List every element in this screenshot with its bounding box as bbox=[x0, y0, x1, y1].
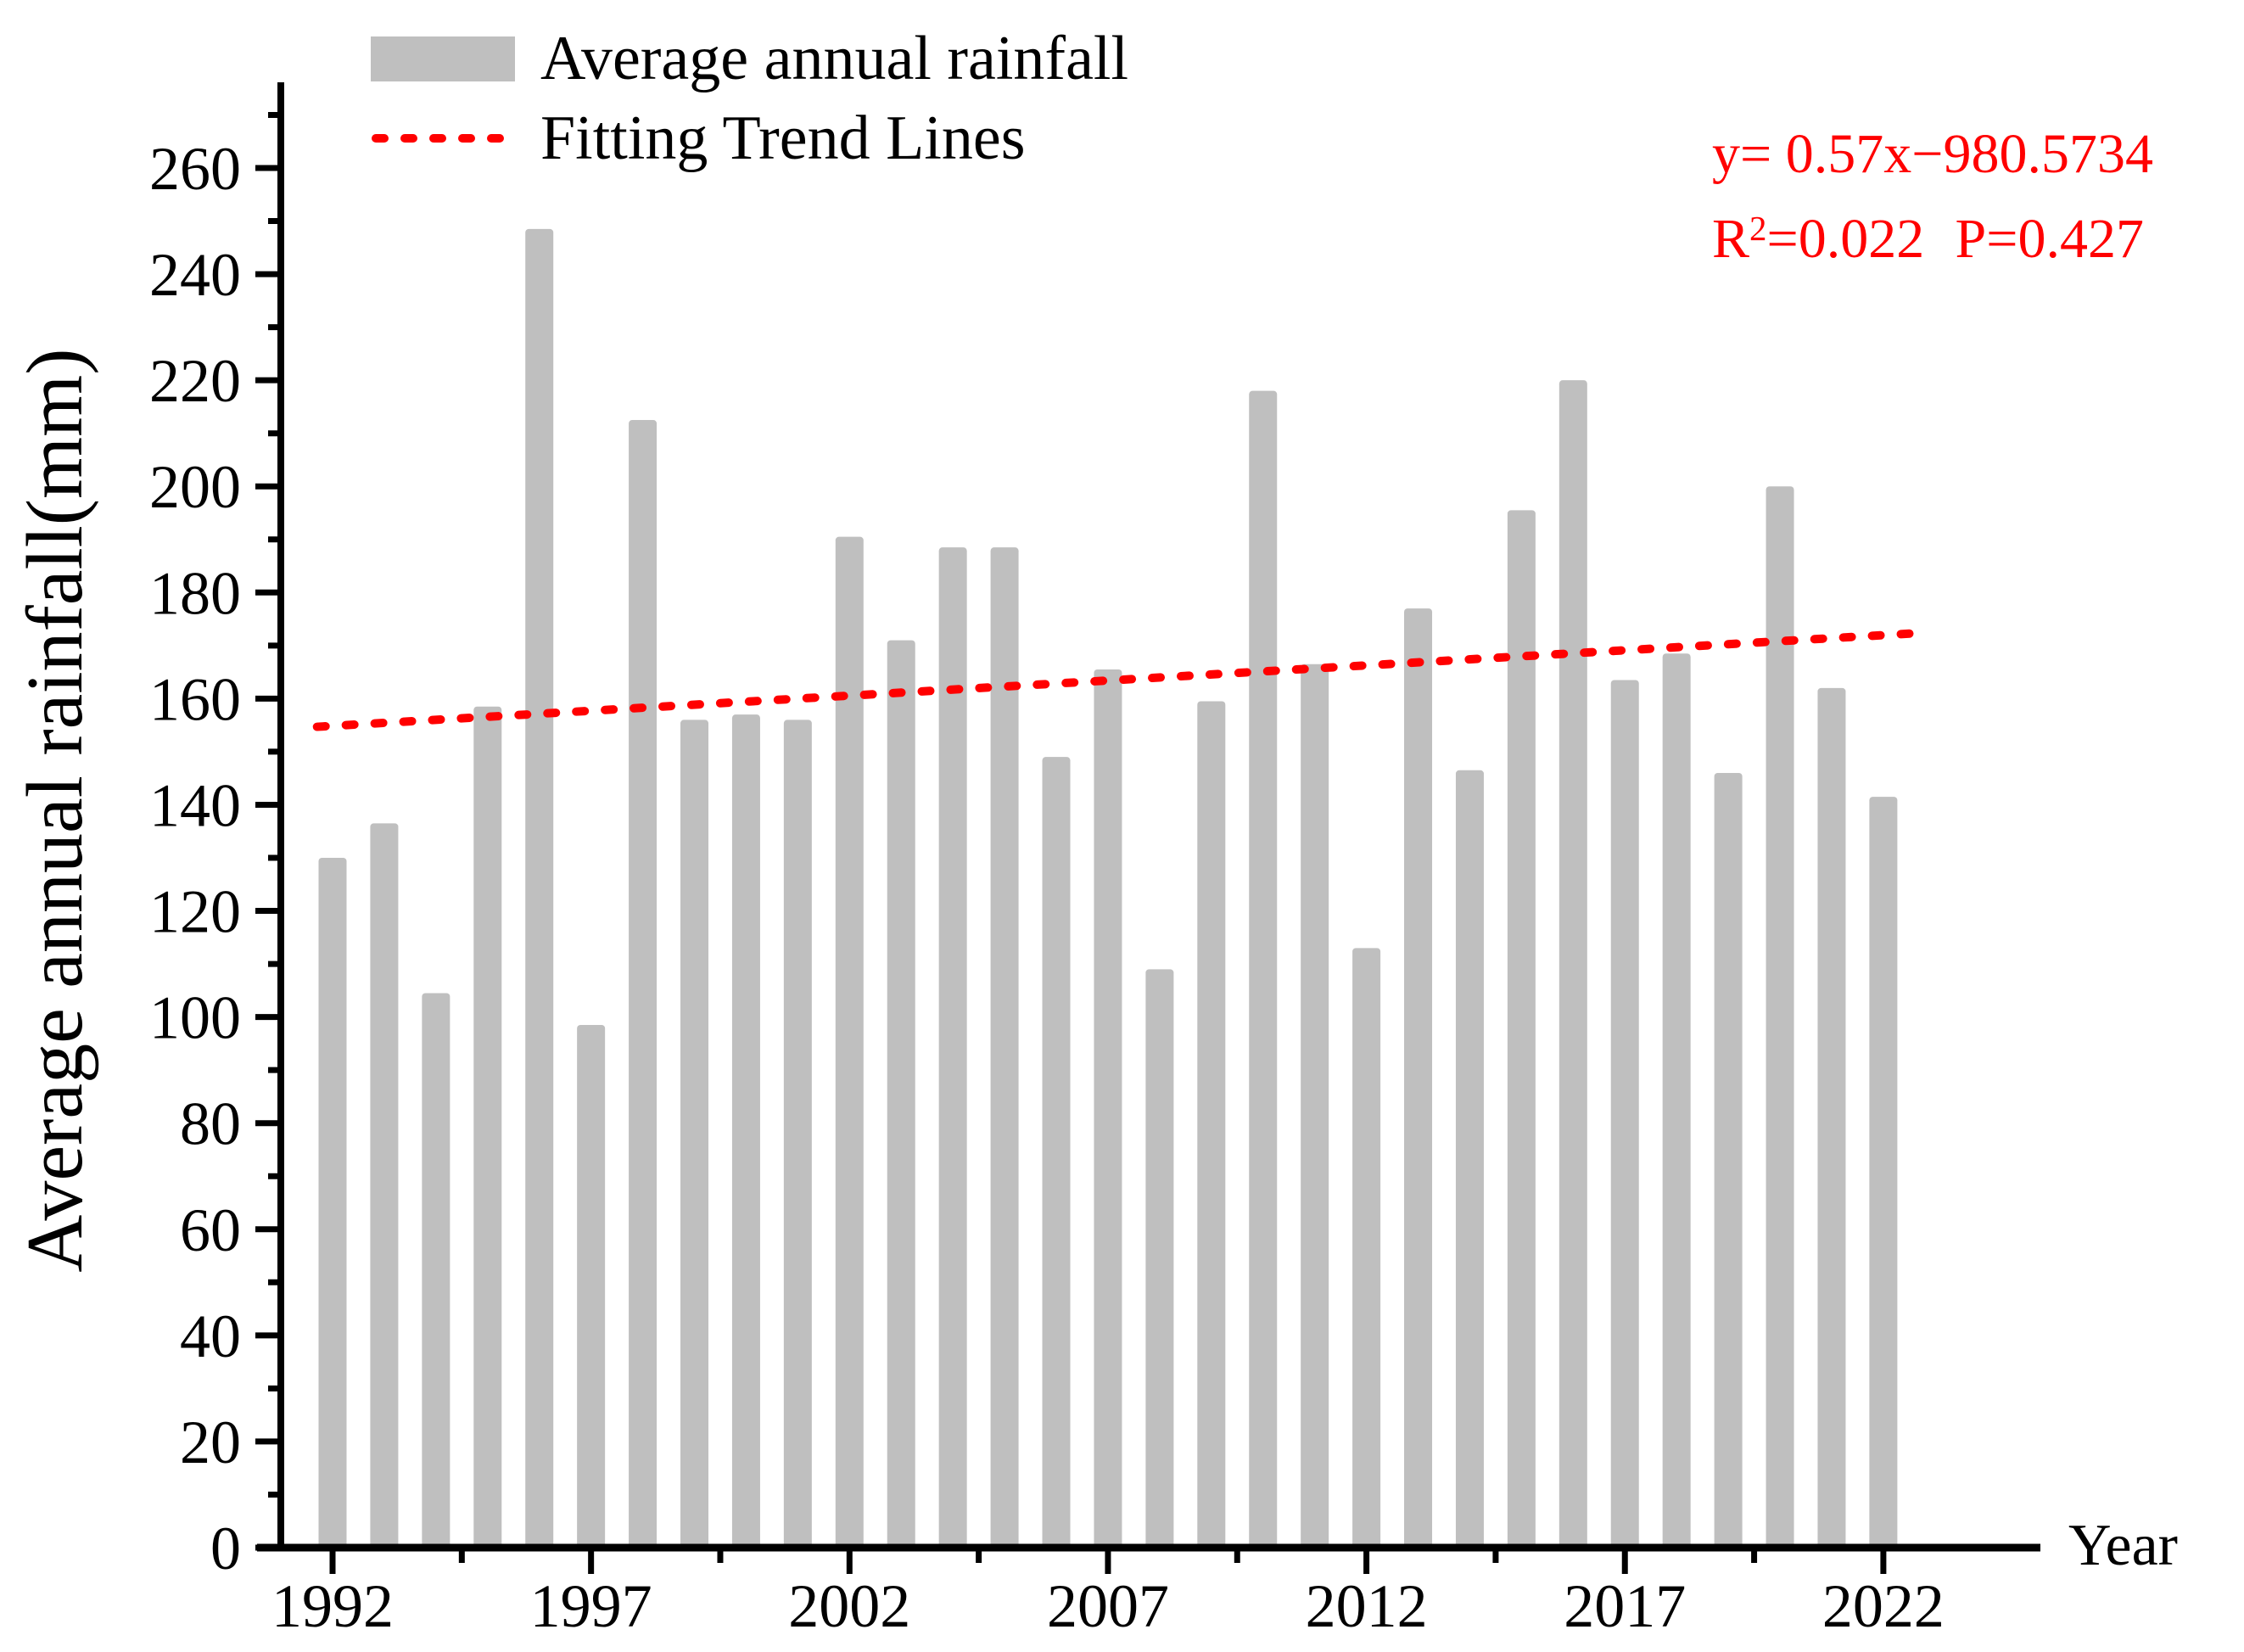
y-tick-label-80: 80 bbox=[180, 1090, 241, 1158]
x-axis-title: Year bbox=[2068, 1513, 2178, 1578]
ticks-group bbox=[255, 111, 1887, 1574]
y-tick-label-40: 40 bbox=[180, 1302, 241, 1370]
bar-2021 bbox=[1817, 687, 1846, 1551]
bar-2019 bbox=[1714, 772, 1743, 1551]
r-squared-base: R bbox=[1712, 208, 1750, 270]
x-tick-label-2017: 2017 bbox=[1564, 1572, 1686, 1640]
bar-1997 bbox=[577, 1024, 606, 1551]
bar-2013 bbox=[1404, 608, 1433, 1551]
bar-2003 bbox=[887, 640, 915, 1551]
y-tick-label-160: 160 bbox=[149, 665, 241, 733]
y-tick-label-200: 200 bbox=[149, 453, 241, 521]
bar-2007 bbox=[1094, 669, 1122, 1551]
y-tick-label-20: 20 bbox=[180, 1408, 241, 1476]
bars-group bbox=[318, 228, 1898, 1552]
bar-2017 bbox=[1610, 680, 1639, 1552]
bar-1995 bbox=[473, 706, 502, 1551]
bar-1994 bbox=[422, 993, 450, 1551]
bar-1998 bbox=[629, 420, 658, 1552]
x-tick-label-1997: 1997 bbox=[530, 1572, 652, 1640]
bar-2011 bbox=[1301, 664, 1329, 1551]
equation-text: y= 0.57x−980.5734 bbox=[1712, 123, 2153, 185]
y-tick-label-0: 0 bbox=[210, 1515, 241, 1582]
bar-2001 bbox=[783, 720, 812, 1551]
equation-line2: R2=0.022 P=0.427 bbox=[1712, 197, 2153, 288]
y-tick-label-120: 120 bbox=[149, 878, 241, 946]
y-tick-label-100: 100 bbox=[149, 984, 241, 1052]
trend-equation: y= 0.57x−980.5734 R2=0.022 P=0.427 bbox=[1712, 112, 2153, 288]
bar-2010 bbox=[1249, 390, 1278, 1552]
bar-2006 bbox=[1042, 757, 1071, 1551]
r-squared-exponent: 2 bbox=[1749, 209, 1767, 248]
trend-group bbox=[312, 628, 1929, 731]
bar-2009 bbox=[1197, 701, 1226, 1551]
legend-bar-swatch bbox=[371, 36, 515, 81]
x-tick-label-1992: 1992 bbox=[271, 1572, 394, 1640]
p-value: P=0.427 bbox=[1955, 208, 2144, 270]
legend-trend-dash bbox=[372, 134, 514, 143]
y-tick-label-60: 60 bbox=[180, 1196, 241, 1264]
y-tick-label-180: 180 bbox=[149, 559, 241, 627]
bar-1993 bbox=[370, 823, 399, 1551]
bar-1999 bbox=[680, 720, 709, 1551]
bar-2000 bbox=[731, 714, 760, 1551]
tick-labels-group: 0 20 40 60 80 100 120 140 160 180 200 220 240 260 1992… bbox=[149, 135, 1945, 1640]
legend-item-trend: Fitting Trend Lines bbox=[371, 107, 1128, 170]
x-tick-label-2022: 2022 bbox=[1822, 1572, 1945, 1640]
bar-2018 bbox=[1662, 653, 1691, 1551]
bar-2005 bbox=[990, 547, 1019, 1551]
x-tick-label-2007: 2007 bbox=[1047, 1572, 1169, 1640]
r-squared-value: =0.022 bbox=[1766, 208, 1925, 270]
x-tick-label-2012: 2012 bbox=[1306, 1572, 1428, 1640]
legend: Average annual rainfall Fitting Trend Li… bbox=[371, 27, 1128, 193]
y-axis-title: Average annual rainfall(mm) bbox=[11, 348, 99, 1273]
bar-1992 bbox=[318, 858, 347, 1551]
bar-2016 bbox=[1558, 380, 1587, 1552]
bar-2020 bbox=[1766, 486, 1794, 1552]
y-tick-label-240: 240 bbox=[149, 241, 241, 309]
bar-2004 bbox=[938, 547, 967, 1551]
x-tick-label-2002: 2002 bbox=[788, 1572, 910, 1640]
equation-line1: y= 0.57x−980.5734 bbox=[1712, 112, 2153, 197]
y-tick-label-140: 140 bbox=[149, 771, 241, 839]
y-tick-label-220: 220 bbox=[149, 347, 241, 415]
legend-bar-label: Average annual rainfall bbox=[540, 24, 1129, 93]
legend-trend-label: Fitting Trend Lines bbox=[540, 104, 1026, 173]
bar-1996 bbox=[525, 228, 554, 1552]
legend-item-rainfall: Average annual rainfall bbox=[371, 27, 1128, 90]
y-tick-label-260: 260 bbox=[149, 135, 241, 203]
bar-2022 bbox=[1869, 797, 1898, 1551]
bar-2014 bbox=[1455, 770, 1484, 1551]
bar-2015 bbox=[1507, 510, 1536, 1551]
fitting-trend-line bbox=[312, 628, 1929, 731]
bar-2002 bbox=[835, 536, 864, 1551]
bar-2008 bbox=[1145, 969, 1174, 1551]
bar-2012 bbox=[1352, 948, 1381, 1551]
